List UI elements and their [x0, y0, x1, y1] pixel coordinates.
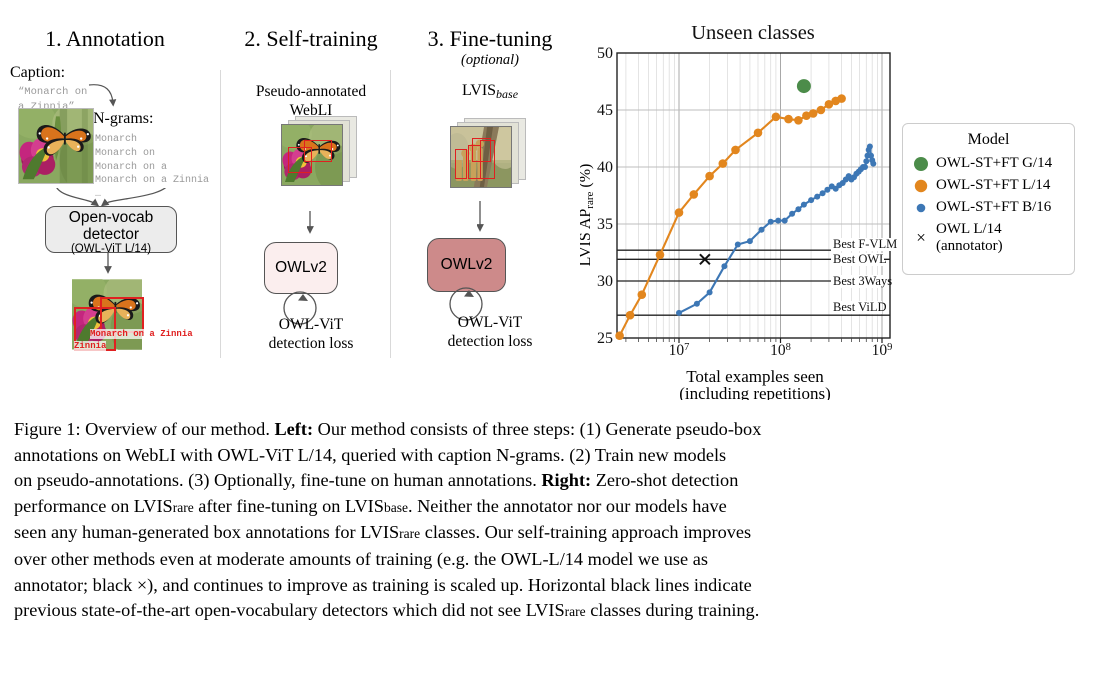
svg-text:Best OWL: Best OWL	[833, 252, 887, 266]
svg-text:40: 40	[597, 159, 613, 176]
svg-text:25: 25	[597, 330, 613, 347]
svg-text:(including repetitions): (including repetitions)	[679, 384, 831, 400]
svg-text:30: 30	[597, 273, 613, 290]
svg-text:108: 108	[770, 342, 791, 359]
svg-text:109: 109	[872, 342, 893, 359]
svg-text:107: 107	[669, 342, 690, 359]
svg-text:Unseen classes: Unseen classes	[691, 22, 815, 44]
svg-text:Best ViLD: Best ViLD	[833, 300, 887, 314]
svg-text:35: 35	[597, 216, 613, 233]
svg-text:Best F-VLM: Best F-VLM	[833, 237, 897, 251]
svg-text:Best 3Ways: Best 3Ways	[833, 274, 892, 288]
svg-text:50: 50	[597, 45, 613, 62]
svg-text:LVIS APrare (%): LVIS APrare (%)	[580, 164, 596, 267]
svg-text:45: 45	[597, 102, 613, 119]
